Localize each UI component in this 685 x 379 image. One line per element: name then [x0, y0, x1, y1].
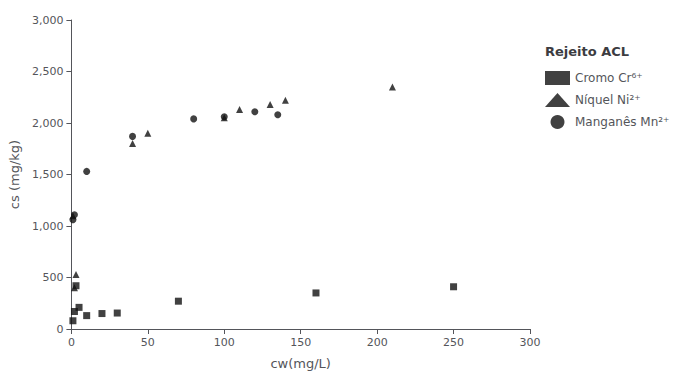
- svg-text:2,000: 2,000: [32, 117, 64, 130]
- svg-text:Níquel Ni²⁺: Níquel Ni²⁺: [575, 93, 641, 107]
- svg-text:Rejeito ACL: Rejeito ACL: [545, 44, 629, 59]
- svg-text:0: 0: [68, 336, 75, 349]
- svg-text:50: 50: [141, 336, 155, 349]
- svg-text:Manganês Mn²⁺: Manganês Mn²⁺: [575, 115, 669, 129]
- svg-text:3,000: 3,000: [32, 14, 64, 27]
- svg-text:250: 250: [443, 336, 464, 349]
- svg-text:2,500: 2,500: [32, 65, 64, 78]
- svg-text:cs (mg/kg): cs (mg/kg): [7, 140, 22, 209]
- svg-text:0: 0: [56, 323, 63, 336]
- svg-text:1,000: 1,000: [32, 220, 64, 233]
- svg-text:300: 300: [520, 336, 541, 349]
- svg-text:1,500: 1,500: [32, 168, 64, 181]
- svg-text:150: 150: [290, 336, 311, 349]
- svg-text:200: 200: [367, 336, 388, 349]
- svg-text:100: 100: [214, 336, 235, 349]
- svg-text:Cromo Cr⁶⁺: Cromo Cr⁶⁺: [575, 71, 643, 85]
- svg-text:cw(mg/L): cw(mg/L): [270, 356, 330, 371]
- svg-text:500: 500: [42, 271, 63, 284]
